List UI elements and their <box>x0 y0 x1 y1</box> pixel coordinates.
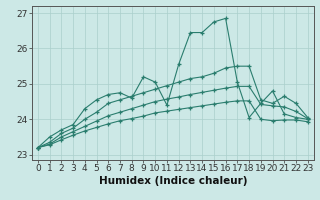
X-axis label: Humidex (Indice chaleur): Humidex (Indice chaleur) <box>99 176 247 186</box>
